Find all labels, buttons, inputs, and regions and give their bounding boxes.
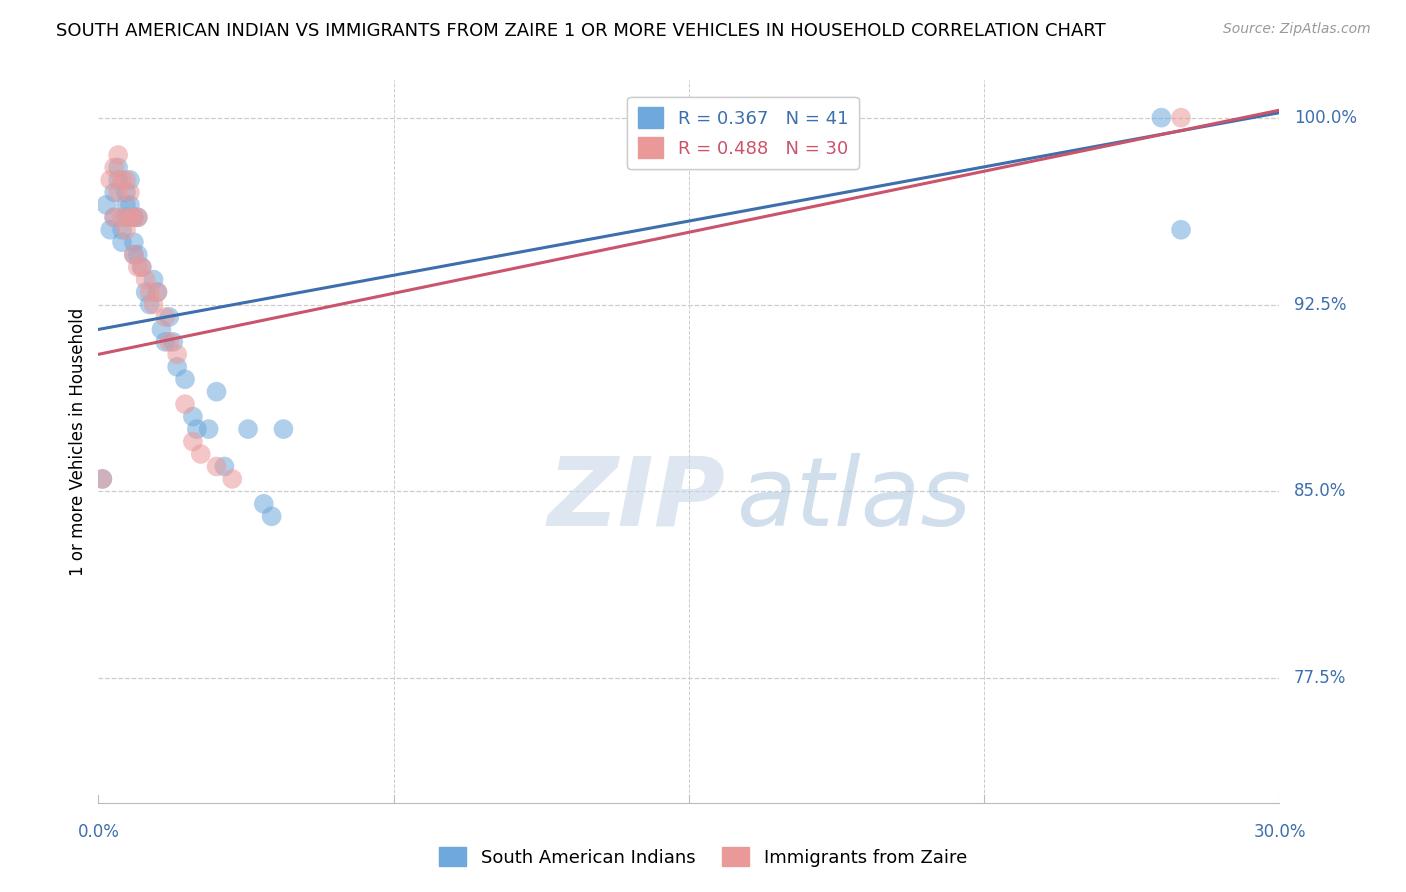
- Text: 92.5%: 92.5%: [1294, 295, 1346, 313]
- Point: [115, 223, 138, 237]
- Point: [98, 173, 121, 187]
- Text: 0.0%: 0.0%: [77, 822, 120, 841]
- Point: [138, 285, 160, 299]
- Point: [122, 211, 145, 225]
- Legend: R = 0.367   N = 41, R = 0.488   N = 30: R = 0.367 N = 41, R = 0.488 N = 30: [627, 96, 859, 169]
- Point: [174, 397, 197, 411]
- Point: [186, 422, 208, 436]
- Point: [96, 198, 118, 212]
- Point: [111, 211, 134, 225]
- Point: [111, 173, 134, 187]
- Point: [118, 186, 141, 200]
- Point: [135, 285, 157, 299]
- Point: [98, 223, 121, 237]
- Text: 30.0%: 30.0%: [1253, 822, 1306, 841]
- Point: [131, 260, 153, 274]
- Legend: South American Indians, Immigrants from Zaire: South American Indians, Immigrants from …: [432, 840, 974, 874]
- Point: [107, 161, 129, 175]
- Point: [205, 384, 228, 399]
- Point: [91, 472, 114, 486]
- Point: [1170, 223, 1192, 237]
- Point: [1150, 111, 1173, 125]
- Point: [115, 173, 138, 187]
- Point: [181, 409, 204, 424]
- Point: [103, 211, 125, 225]
- Point: [155, 310, 177, 324]
- Point: [221, 472, 243, 486]
- Point: [122, 211, 145, 225]
- Point: [107, 148, 129, 162]
- Point: [138, 297, 160, 311]
- Text: atlas: atlas: [737, 453, 972, 546]
- Point: [103, 186, 125, 200]
- Point: [174, 372, 197, 386]
- Y-axis label: 1 or more Vehicles in Household: 1 or more Vehicles in Household: [69, 308, 87, 575]
- Point: [91, 472, 114, 486]
- Point: [142, 297, 165, 311]
- Point: [146, 285, 169, 299]
- Point: [146, 285, 169, 299]
- Text: SOUTH AMERICAN INDIAN VS IMMIGRANTS FROM ZAIRE 1 OR MORE VEHICLES IN HOUSEHOLD C: SOUTH AMERICAN INDIAN VS IMMIGRANTS FROM…: [56, 22, 1107, 40]
- Point: [157, 334, 180, 349]
- Point: [127, 248, 149, 262]
- Point: [118, 173, 141, 187]
- Point: [103, 161, 125, 175]
- Point: [115, 198, 138, 212]
- Point: [115, 186, 138, 200]
- Point: [107, 173, 129, 187]
- Point: [214, 459, 236, 474]
- Point: [157, 310, 180, 324]
- Point: [122, 248, 145, 262]
- Point: [181, 434, 204, 449]
- Point: [118, 198, 141, 212]
- Point: [155, 334, 177, 349]
- Point: [253, 497, 276, 511]
- Point: [197, 422, 219, 436]
- Point: [135, 272, 157, 286]
- Point: [107, 186, 129, 200]
- Point: [115, 211, 138, 225]
- Point: [127, 260, 149, 274]
- Point: [236, 422, 259, 436]
- Point: [111, 223, 134, 237]
- Point: [205, 459, 228, 474]
- Point: [150, 322, 173, 336]
- Point: [260, 509, 283, 524]
- Point: [103, 211, 125, 225]
- Text: 77.5%: 77.5%: [1294, 669, 1346, 687]
- Point: [127, 211, 149, 225]
- Point: [122, 235, 145, 250]
- Text: ZIP: ZIP: [547, 453, 725, 546]
- Point: [190, 447, 212, 461]
- Point: [122, 248, 145, 262]
- Text: 100.0%: 100.0%: [1294, 109, 1357, 127]
- Point: [166, 359, 188, 374]
- Point: [118, 211, 141, 225]
- Point: [162, 334, 184, 349]
- Point: [273, 422, 295, 436]
- Point: [166, 347, 188, 361]
- Point: [127, 211, 149, 225]
- Point: [142, 272, 165, 286]
- Point: [131, 260, 153, 274]
- Text: Source: ZipAtlas.com: Source: ZipAtlas.com: [1223, 22, 1371, 37]
- Point: [111, 235, 134, 250]
- Point: [1170, 111, 1192, 125]
- Text: 85.0%: 85.0%: [1294, 483, 1346, 500]
